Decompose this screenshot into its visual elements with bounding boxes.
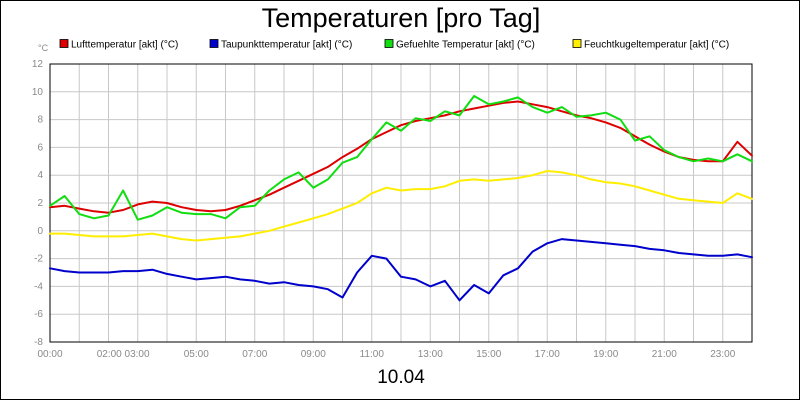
y-tick-label: 6 [37,142,43,153]
series-line [49,170,753,242]
y-tick-label: 8 [37,115,43,126]
x-tick-label: 21:00 [652,349,677,360]
y-tick-label: 4 [37,170,43,181]
x-tick-label: 02:00 03:00 [97,349,150,360]
x-tick-label: 19:00 [593,349,618,360]
legend-swatch [384,39,394,48]
y-tick-label: -6 [34,309,43,320]
legend: Lufttemperatur [akt] (°C) Taupunkttempera… [59,39,729,51]
y-axis-unit: °C [38,43,49,53]
x-tick-label: 09:00 [301,349,326,360]
grid [50,63,752,343]
plot-area-border [49,63,753,343]
legend-swatch [572,39,582,48]
legend-label: Lufttemperatur [akt] (°C) [71,40,178,51]
y-axis-ticks: -8 -6 -4 -2 0 2 4 6 8 10 12 [32,59,44,348]
series-lines [49,95,753,302]
legend-swatch [59,39,69,48]
x-tick-label: 05:00 [184,349,209,360]
y-tick-label: 0 [37,226,43,237]
x-tick-label: 23:00 [710,349,735,360]
x-tick-label: 13:00 [418,349,443,360]
y-tick-label: 12 [32,59,44,70]
y-tick-label: -2 [34,254,43,265]
series-line [49,238,753,302]
y-tick-label: 2 [37,198,43,209]
x-axis-date-label: 10.04 [377,367,425,388]
x-tick-label: 15:00 [476,349,501,360]
x-tick-label: 07:00 [242,349,267,360]
legend-label: Feuchtkugeltemperatur [akt] (°C) [584,40,729,51]
x-tick-label: 17:00 [535,349,560,360]
y-tick-label: -8 [34,337,43,348]
x-tick-label: 00:00 [37,349,62,360]
chart-title: Temperaturen [pro Tag] [261,3,541,33]
legend-swatch [209,39,219,48]
x-axis-ticks: 00:00 02:00 03:00 05:00 07:00 09:00 11:00 13:0… [37,349,735,360]
y-tick-label: -4 [34,281,43,292]
x-tick-label: 11:00 [360,349,385,360]
series-line [49,95,753,221]
y-tick-label: 10 [32,87,44,98]
legend-label: Taupunkttemperatur [akt] (°C) [221,40,352,51]
series-line [49,100,753,214]
legend-label: Gefuehlte Temperatur [akt] (°C) [396,40,535,51]
